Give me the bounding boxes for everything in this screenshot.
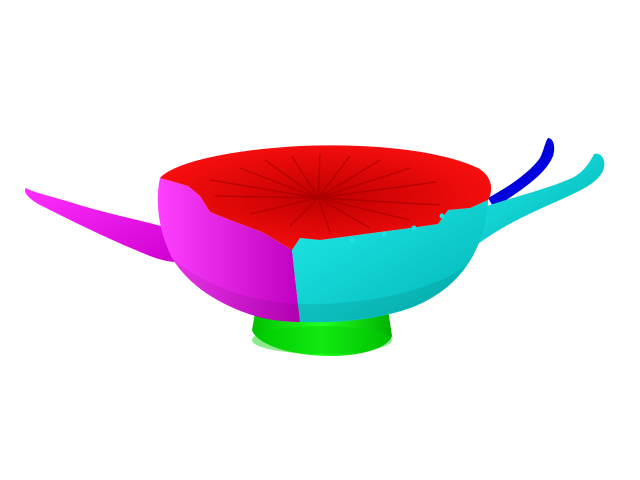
bowl-interior-fluting	[209, 153, 441, 233]
handle-back	[488, 138, 555, 208]
bowl-outer-shading	[172, 258, 466, 322]
bowl-rim-speckles	[349, 213, 445, 243]
handle-left	[24, 188, 176, 262]
handle-right	[470, 153, 605, 244]
foot-base-shadow	[252, 326, 392, 354]
bowl-left-outer	[157, 178, 300, 322]
bowl-right-outer	[292, 200, 488, 323]
